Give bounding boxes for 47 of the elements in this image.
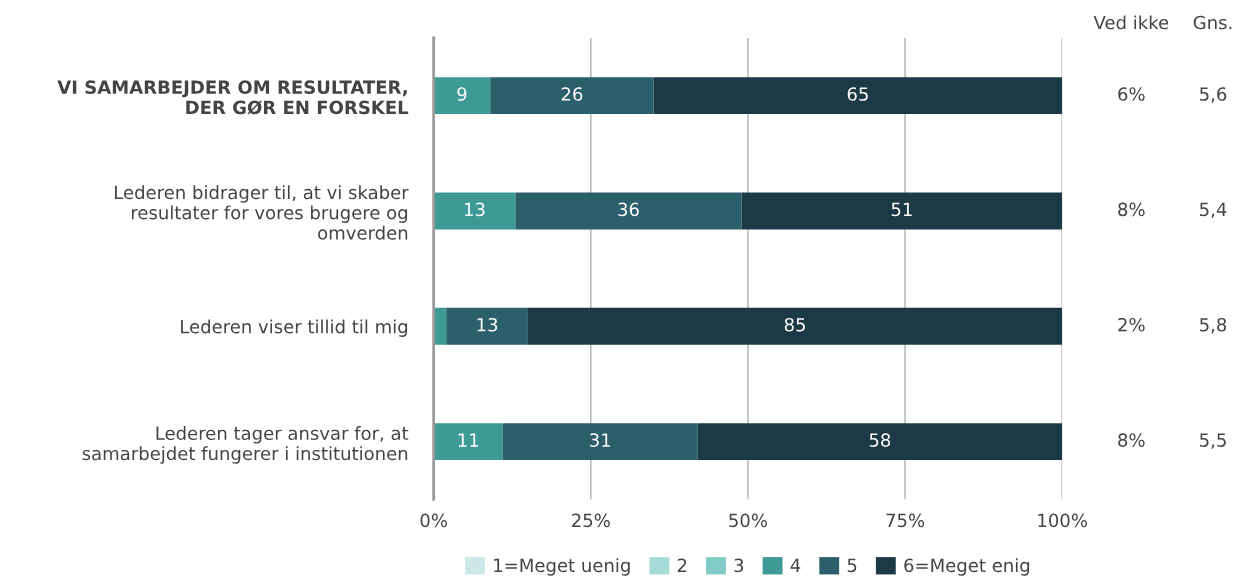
y-tick-label: Lederen bidrager til, at vi skaber resultater for vores brugere og omverden xyxy=(115,185,409,240)
text: 8% xyxy=(1118,433,1145,447)
data-label: 11 xyxy=(458,433,479,447)
bar xyxy=(515,192,742,230)
x-tick-label: 50% xyxy=(729,513,767,528)
data-label: 13 xyxy=(465,202,485,217)
legend-label: 6=Meget enig xyxy=(904,558,1030,576)
data-label: 85 xyxy=(784,317,805,332)
data-label: 58 xyxy=(869,433,891,447)
data-label: 31 xyxy=(590,433,611,447)
text: 2% xyxy=(1118,317,1145,332)
bar xyxy=(527,307,1063,345)
data-label: 9 xyxy=(457,87,467,101)
data-label: 13 xyxy=(477,317,498,332)
bar xyxy=(433,423,503,461)
bar xyxy=(741,192,1063,230)
legend-label: 2 xyxy=(677,558,687,572)
bar xyxy=(502,423,698,461)
legend-label: 5 xyxy=(847,558,857,573)
y-tick-label: Lederen tager ansvar for, at samarbejdet fungerer i institutionen xyxy=(82,426,409,464)
data-label: 26 xyxy=(561,87,583,101)
bar xyxy=(490,77,654,115)
x-tick-label: 0% xyxy=(420,513,447,528)
bar xyxy=(433,192,516,230)
y-tick-label: Lederen viser tillid til mig xyxy=(181,319,408,337)
text: 5,8 xyxy=(1200,317,1227,334)
x-tick-label: 25% xyxy=(572,513,610,528)
x-tick-label: 75% xyxy=(886,513,925,528)
data-label: 65 xyxy=(847,87,868,101)
text: 5,6 xyxy=(1200,87,1227,103)
y-tick-label: VI SAMARBEJDER OM RESULTATER, DER GØR EN FORSKEL xyxy=(57,80,409,115)
bar xyxy=(446,307,528,345)
x-tick-label: 100% xyxy=(1038,513,1087,528)
text: 8% xyxy=(1118,202,1145,217)
text: 6% xyxy=(1118,87,1145,101)
legend-label: 1=Meget uenig xyxy=(494,558,630,576)
text: Ved ikke xyxy=(1093,15,1169,30)
text: 5,4 xyxy=(1200,202,1227,219)
text: 5,5 xyxy=(1200,433,1226,449)
data-label: 51 xyxy=(891,202,912,217)
legend-label: 4 xyxy=(790,558,801,572)
bar xyxy=(697,423,1063,461)
bar xyxy=(433,77,491,115)
legend-label: 3 xyxy=(734,558,744,573)
data-label: 36 xyxy=(618,202,639,217)
text: Gns. xyxy=(1193,15,1232,30)
bar xyxy=(653,77,1063,115)
